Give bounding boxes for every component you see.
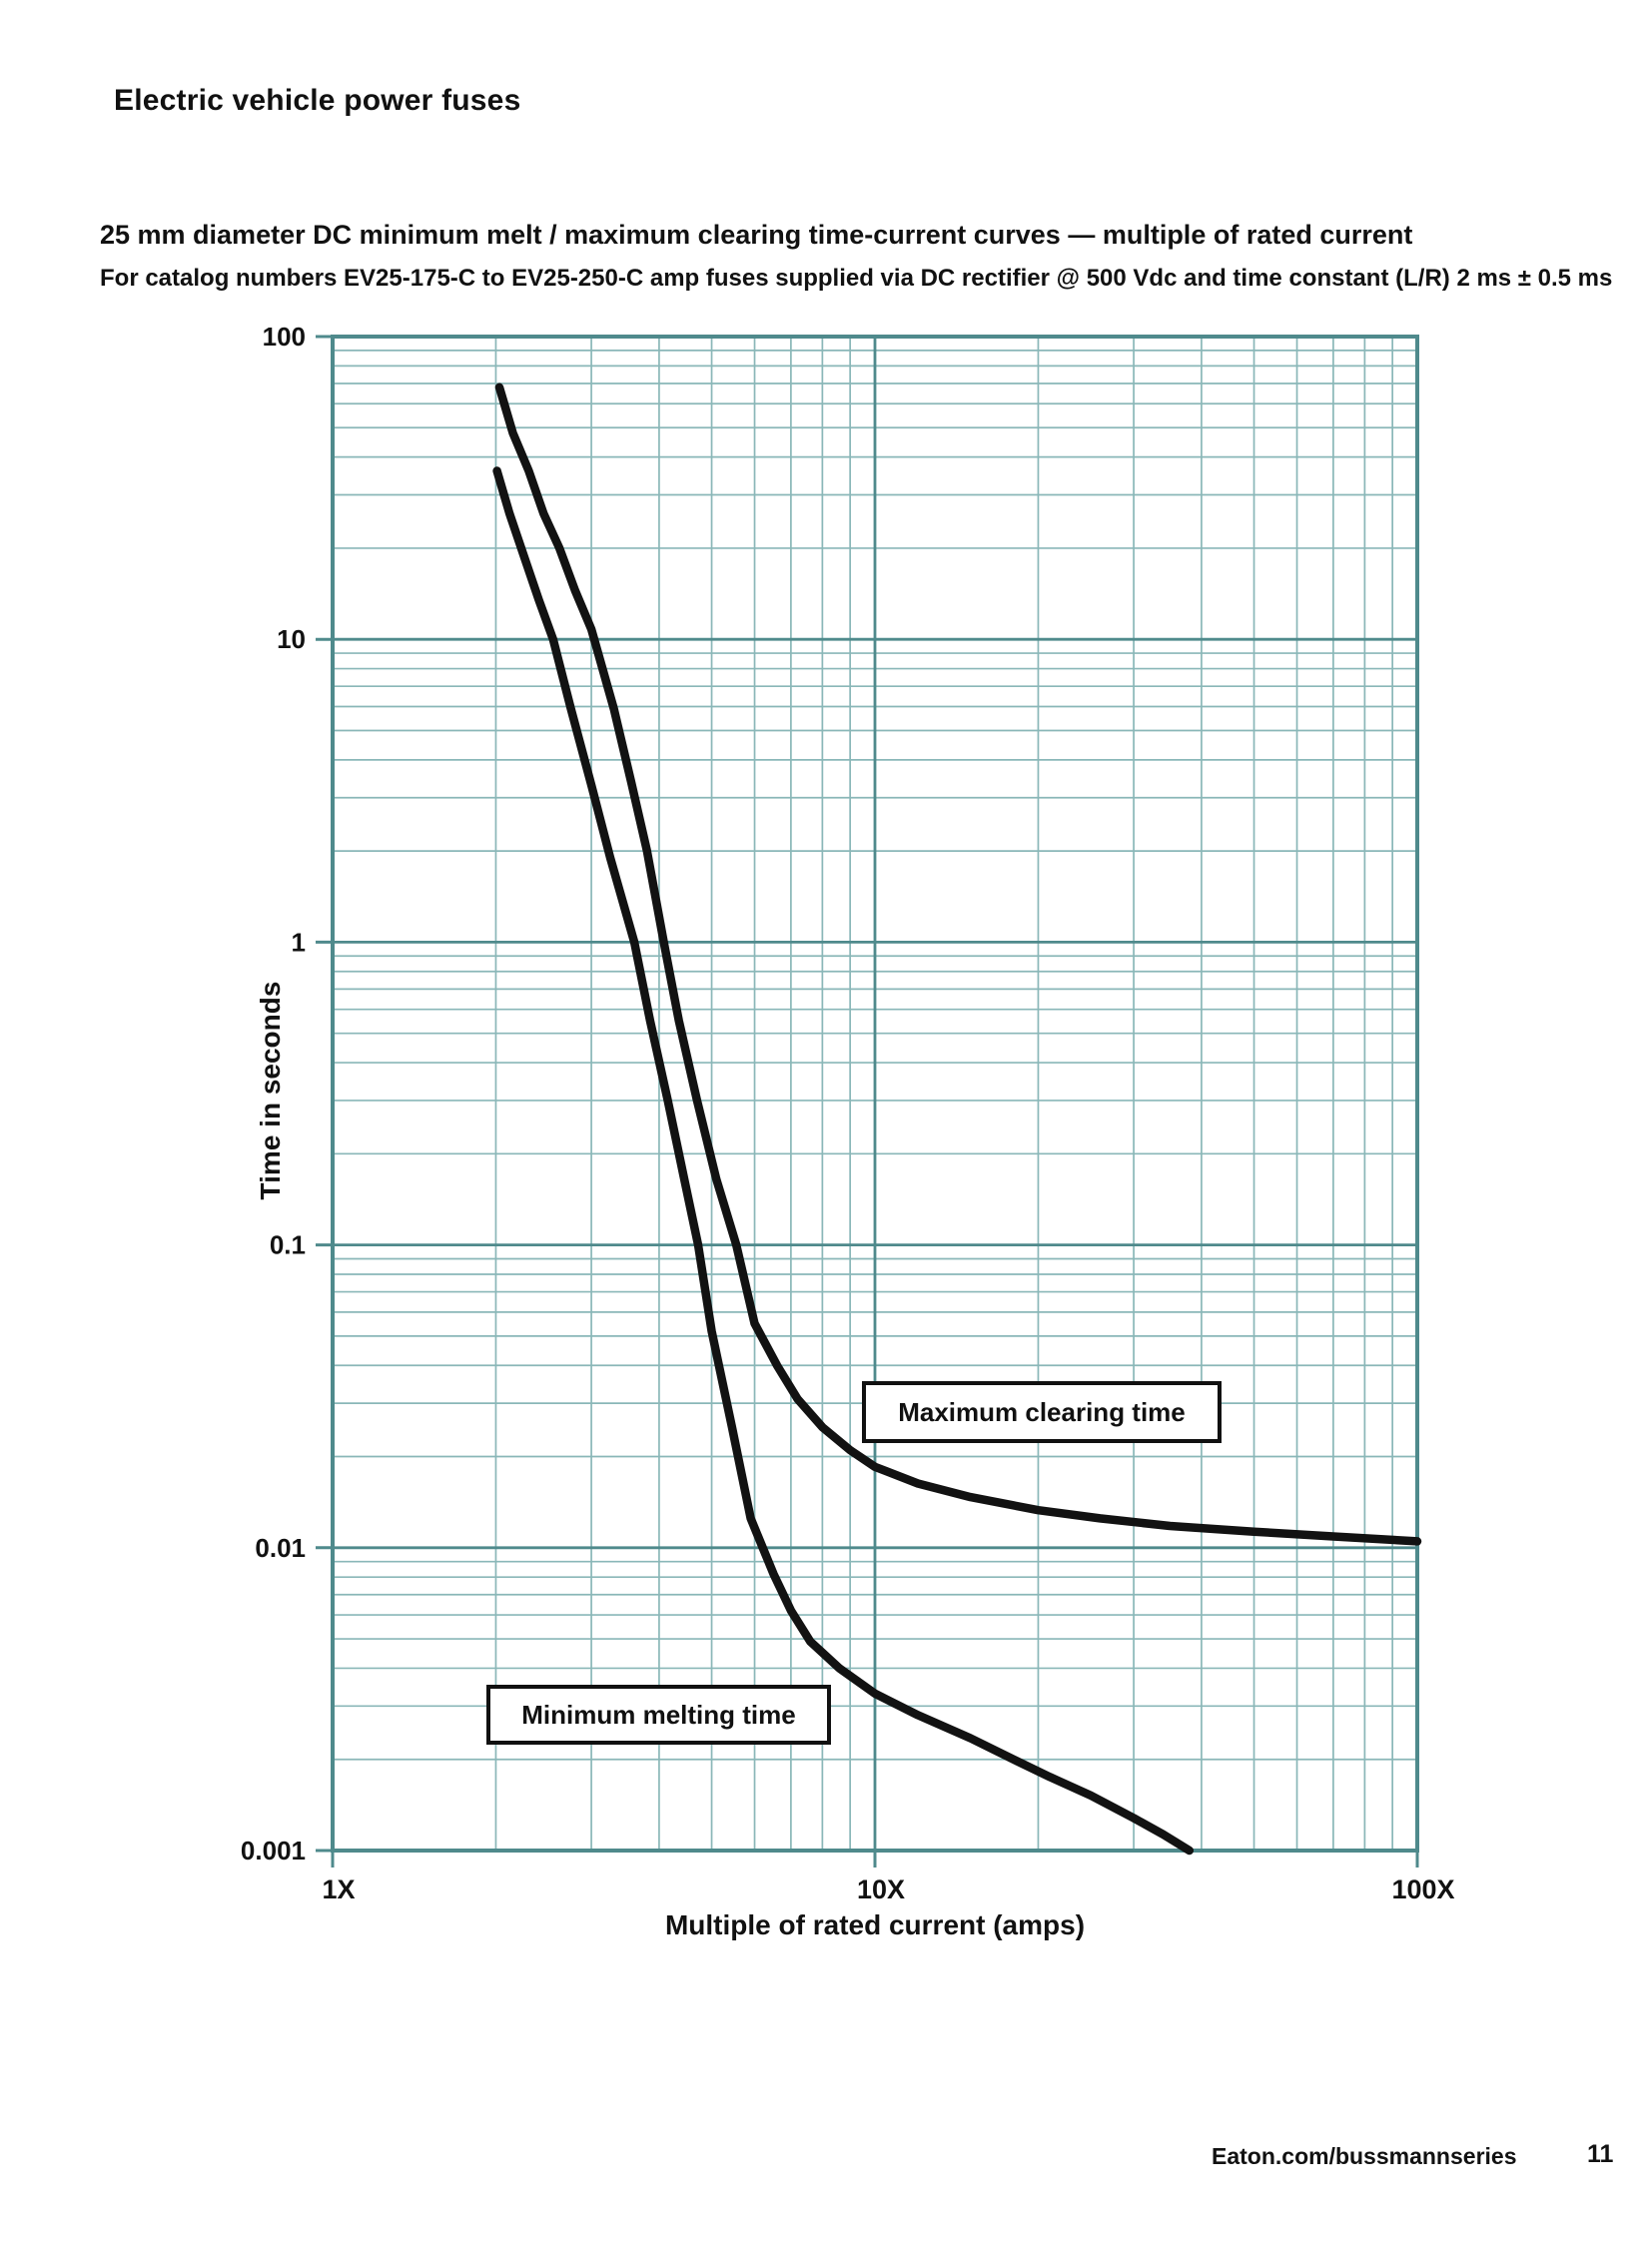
x-axis-title: Multiple of rated current (amps) bbox=[664, 1909, 1086, 1940]
minimum-melting-time-curve bbox=[492, 466, 1195, 1856]
y-tick-label-0: 100 bbox=[263, 322, 306, 352]
min-melting-time-label-box: Minimum melting time bbox=[486, 1685, 831, 1745]
x-tick-label-1: 10X bbox=[857, 1874, 905, 1904]
x-tick-label-2: 100X bbox=[1391, 1874, 1454, 1904]
page-header: Electric vehicle power fuses bbox=[114, 84, 521, 117]
max-clearing-time-label: Maximum clearing time bbox=[898, 1396, 1186, 1427]
max-clearing-time-label-box: Maximum clearing time bbox=[862, 1381, 1222, 1443]
y-tick-label-4: 0.01 bbox=[255, 1533, 306, 1563]
page-number: 11 bbox=[1587, 2140, 1614, 2168]
x-tick-label-0: 1X bbox=[322, 1874, 355, 1904]
chart-title: 25 mm diameter DC minimum melt / maximum… bbox=[100, 220, 1413, 250]
y-tick-label-3: 0.1 bbox=[270, 1230, 306, 1260]
chart-subtitle: For catalog numbers EV25-175-C to EV25-2… bbox=[100, 265, 1613, 292]
min-melting-time-label: Minimum melting time bbox=[521, 1699, 796, 1730]
axis-ticks bbox=[316, 335, 1419, 1868]
y-tick-label-5: 0.001 bbox=[241, 1836, 306, 1866]
y-tick-label-2: 1 bbox=[292, 927, 306, 957]
maximum-clearing-time-curve bbox=[494, 382, 1422, 1546]
y-tick-label-1: 10 bbox=[277, 624, 306, 654]
y-axis-title: Time in seconds bbox=[255, 981, 286, 1200]
footer-url: Eaton.com/bussmannseries bbox=[1212, 2143, 1517, 2169]
